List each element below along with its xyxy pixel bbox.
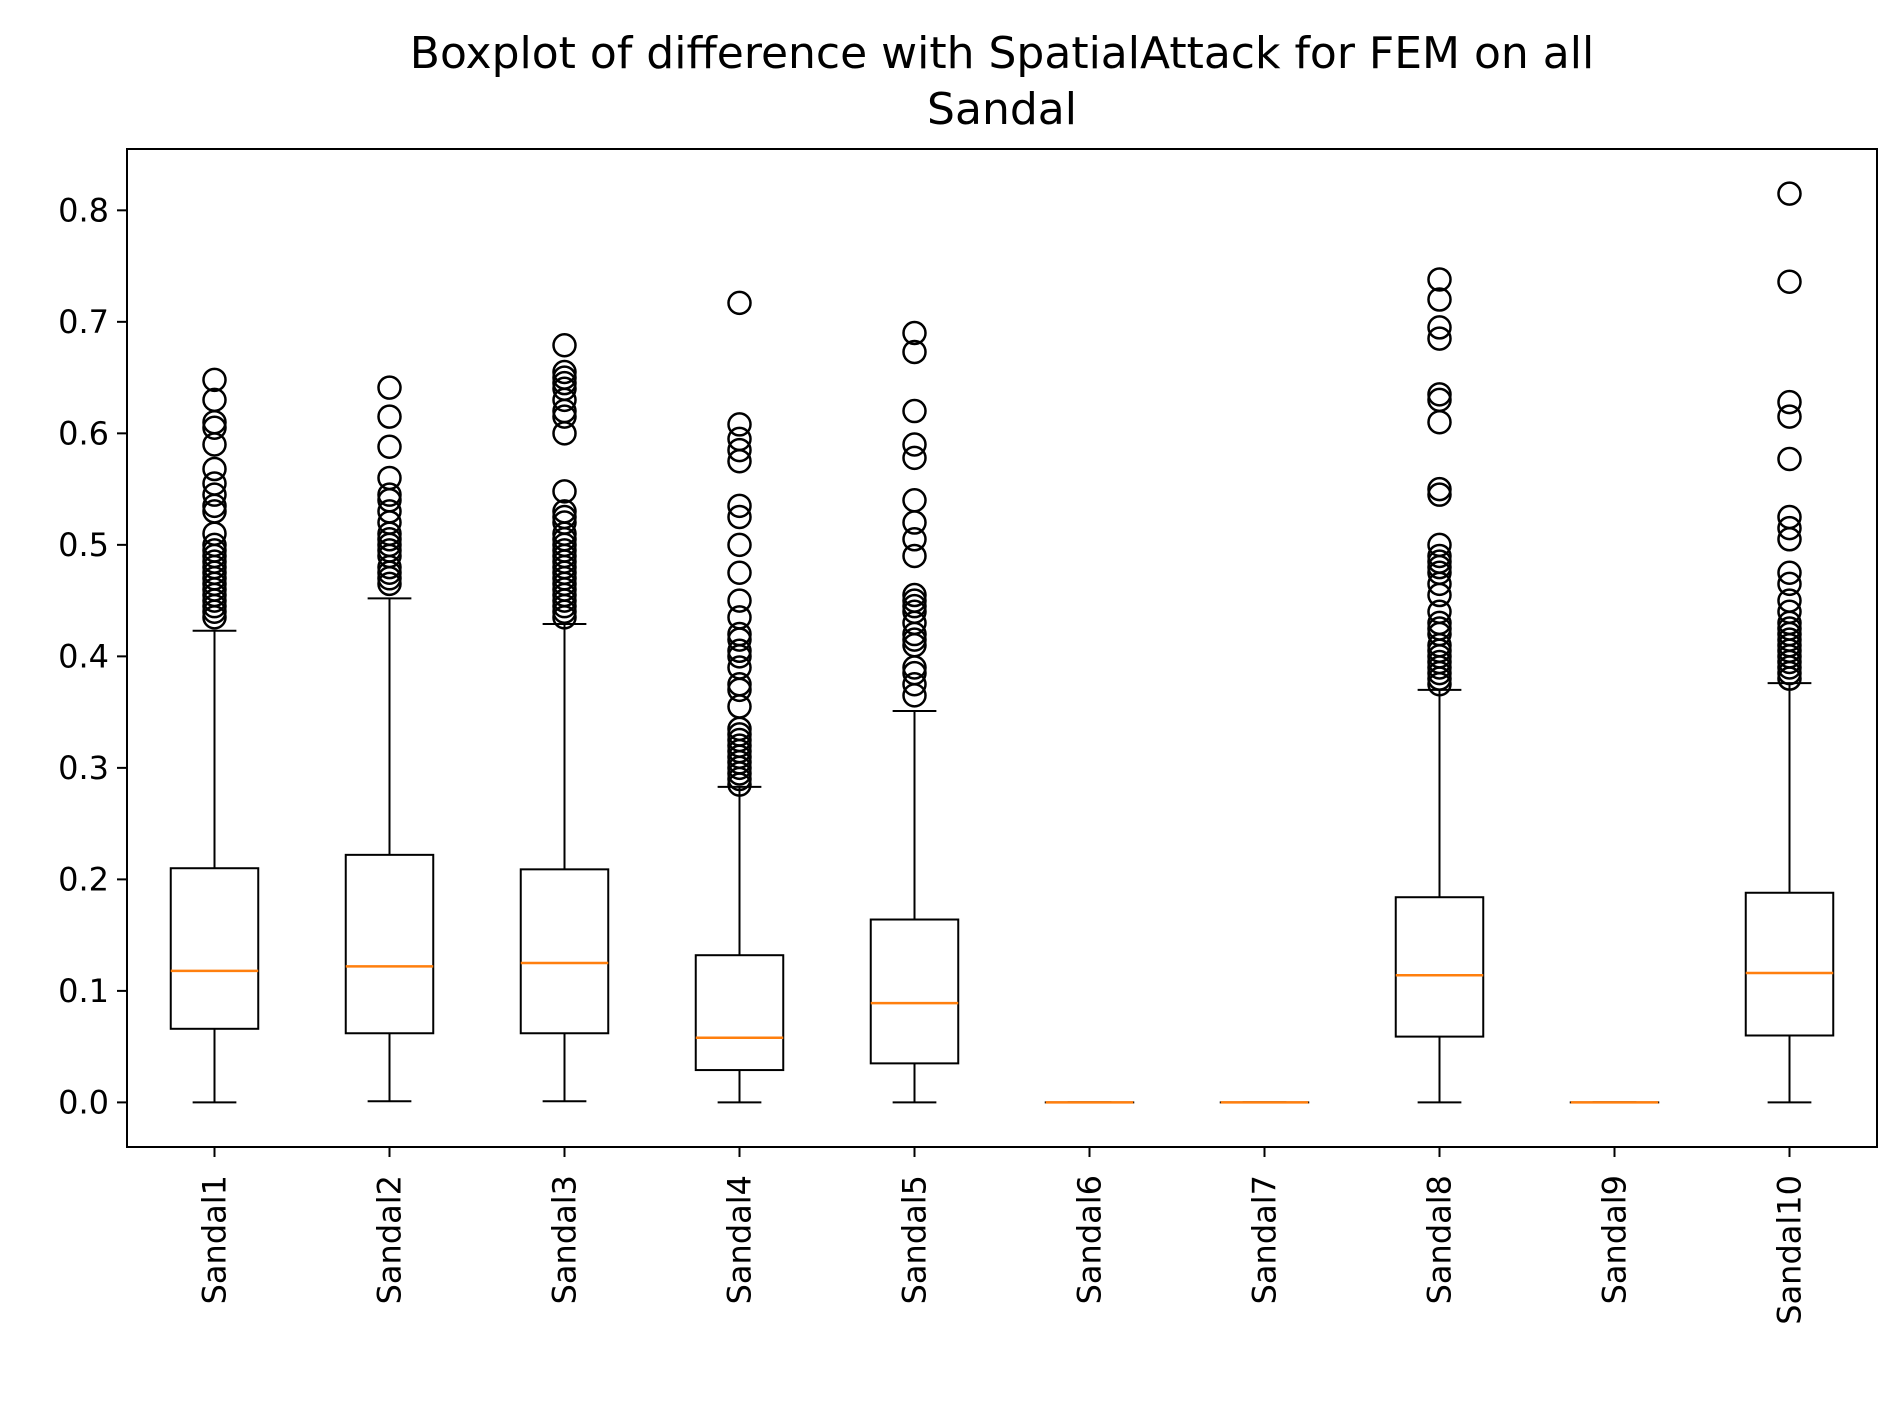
y-tick-label: 0.0: [58, 1083, 109, 1121]
y-tick-label: 0.1: [58, 972, 109, 1010]
x-tick-label: Sandal7: [1246, 1175, 1284, 1304]
x-tick-label: Sandal8: [1421, 1175, 1459, 1304]
y-tick-label: 0.3: [58, 749, 109, 787]
x-tick-label: Sandal2: [371, 1175, 409, 1304]
x-tick-label: Sandal4: [721, 1175, 759, 1304]
y-tick-label: 0.4: [58, 637, 109, 675]
y-tick-label: 0.7: [58, 303, 109, 341]
y-tick-label: 0.2: [58, 860, 109, 898]
x-tick-label: Sandal1: [196, 1175, 234, 1304]
x-tick-label: Sandal6: [1071, 1175, 1109, 1304]
x-tick-label: Sandal3: [546, 1175, 584, 1304]
y-tick-label: 0.6: [58, 414, 109, 452]
chart-title-line-1: Boxplot of difference with SpatialAttack…: [410, 28, 1594, 79]
x-tick-label: Sandal5: [896, 1175, 934, 1304]
y-tick-label: 0.5: [58, 526, 109, 564]
x-tick-label: Sandal9: [1596, 1175, 1634, 1304]
y-tick-label: 0.8: [58, 191, 109, 229]
x-tick-label: Sandal10: [1771, 1175, 1809, 1325]
chart-title-line-2: Sandal: [927, 84, 1077, 135]
